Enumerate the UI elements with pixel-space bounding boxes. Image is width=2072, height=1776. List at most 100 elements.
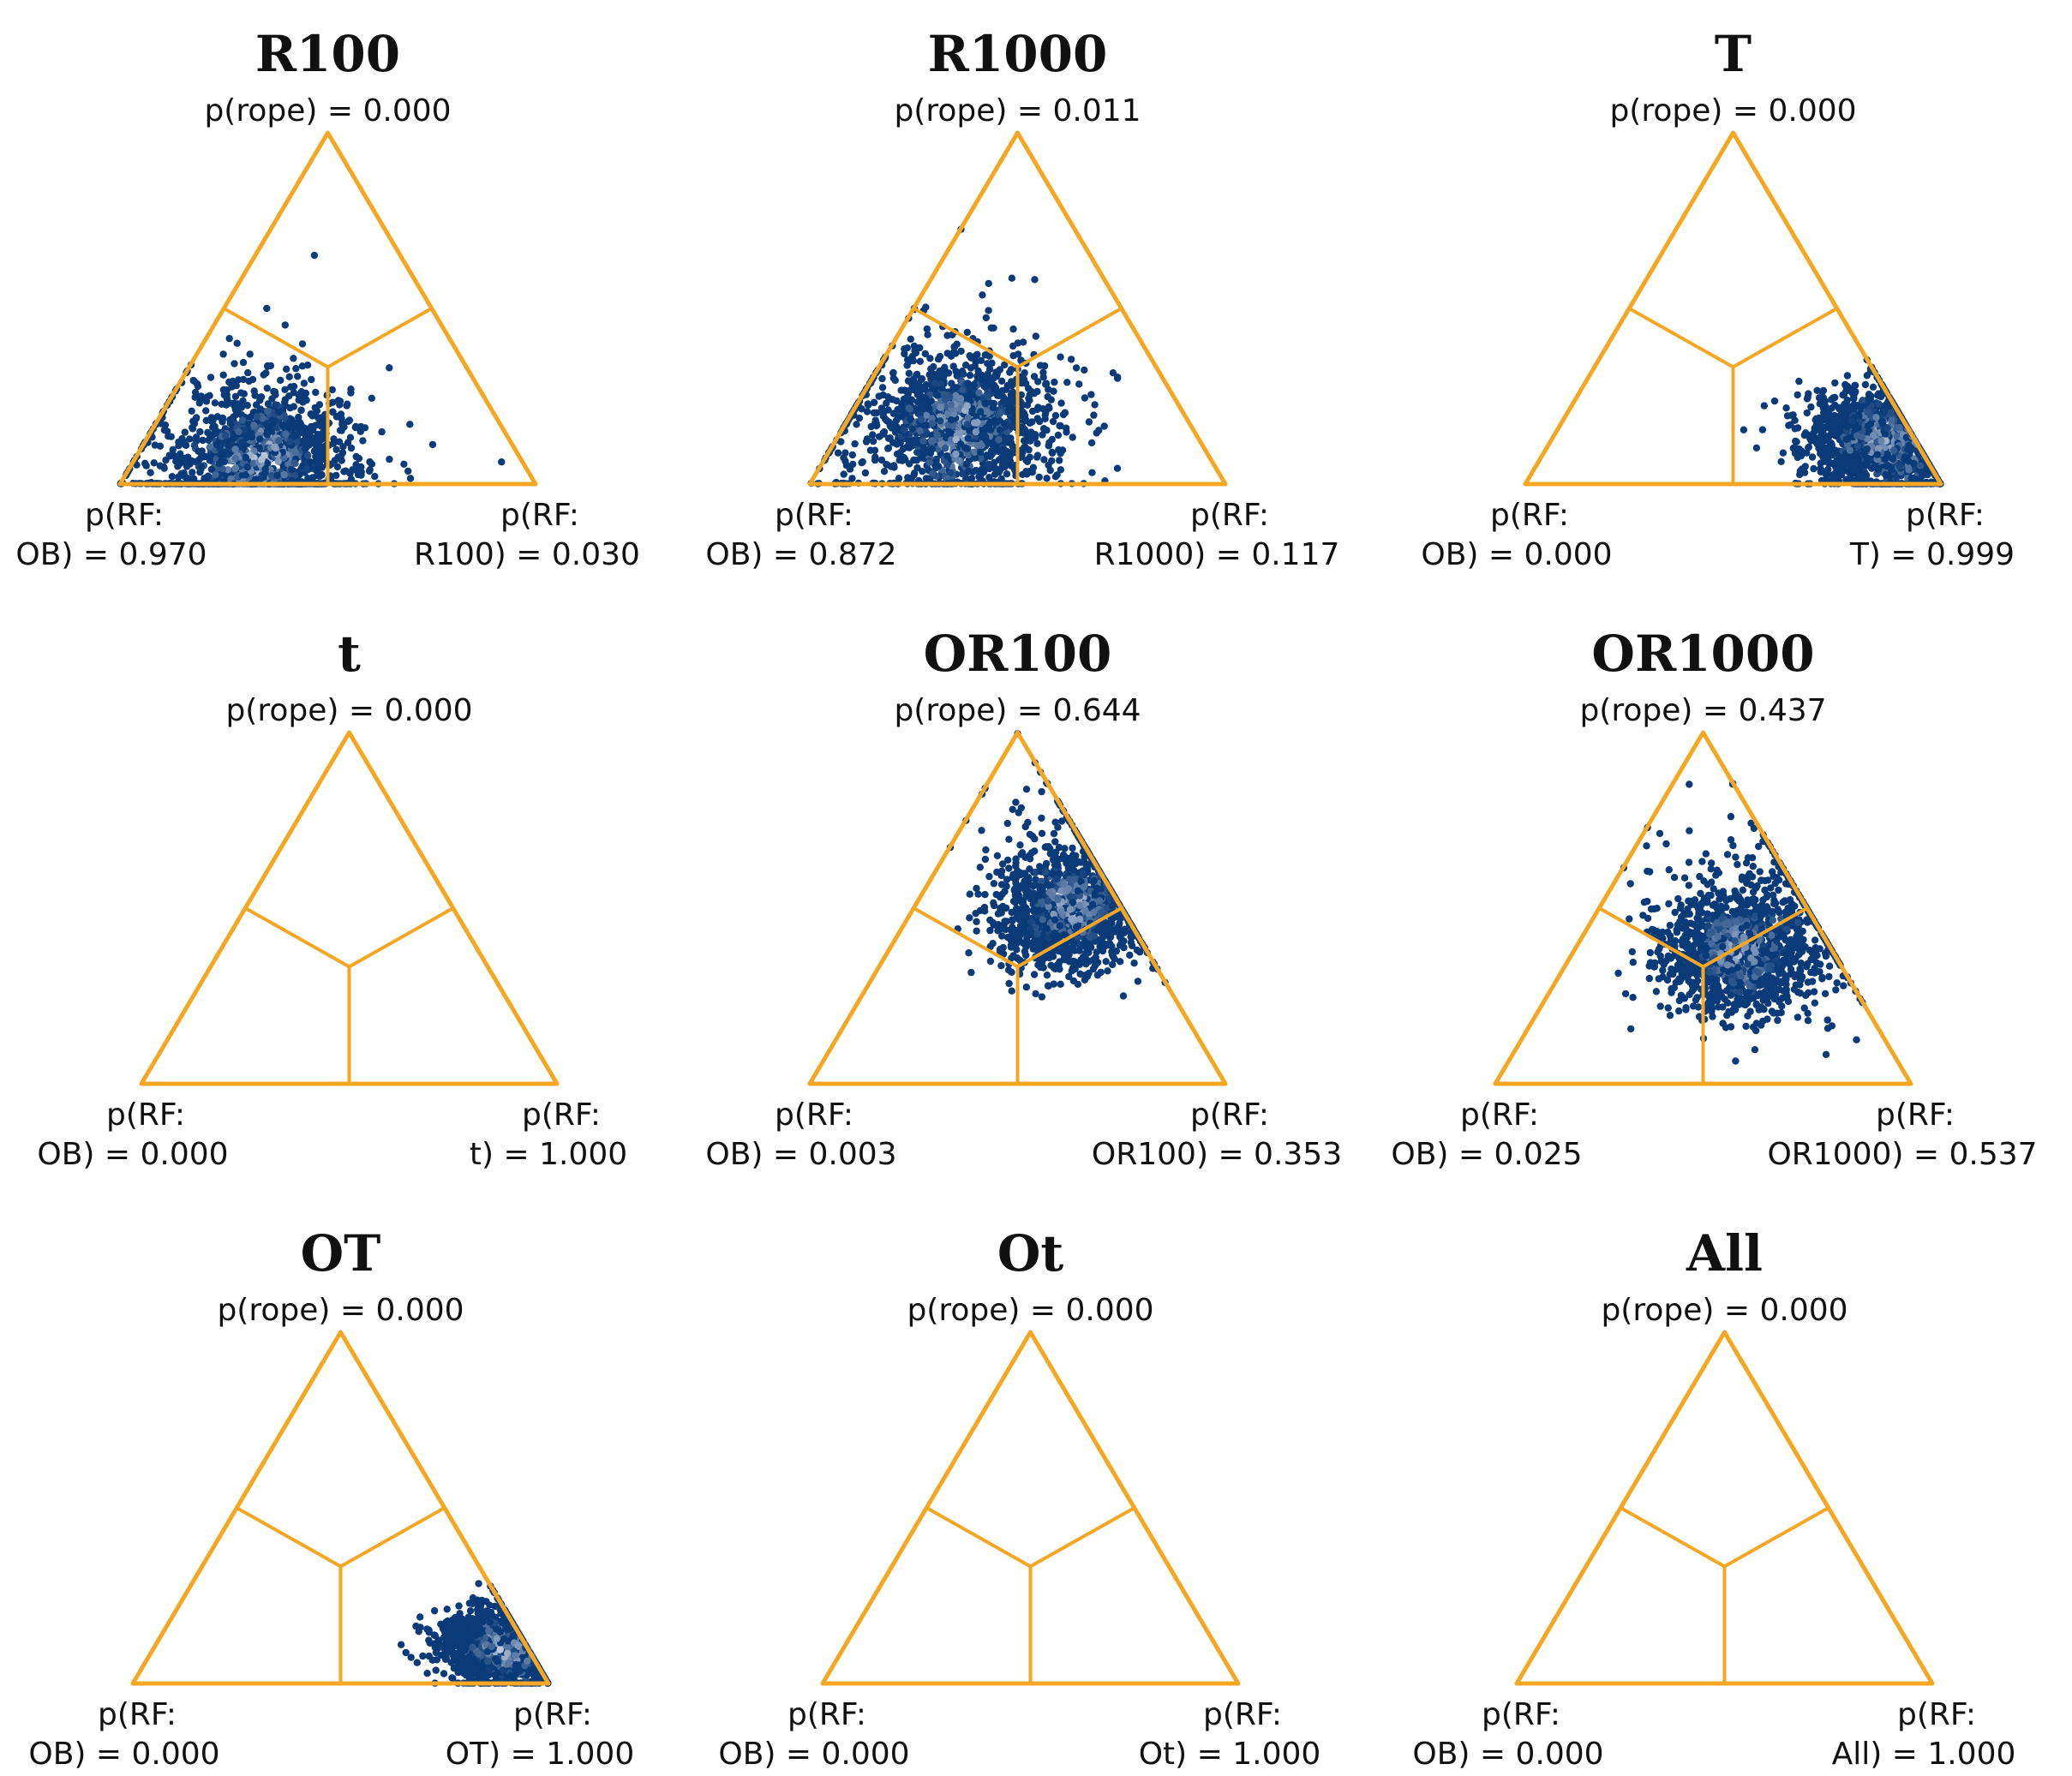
posterior-samples — [117, 251, 506, 487]
sample-point — [1075, 380, 1083, 388]
sample-point — [182, 441, 190, 449]
sample-point — [1823, 437, 1831, 445]
sample-point — [972, 428, 980, 436]
sample-point — [1823, 450, 1830, 458]
sample-point — [366, 466, 374, 474]
sample-point — [885, 418, 893, 426]
sample-point — [995, 392, 1003, 399]
sample-point — [1820, 457, 1828, 465]
sample-point — [963, 421, 972, 428]
sample-point — [978, 827, 985, 834]
sample-point — [231, 445, 239, 453]
method-probability-label: p(RF: — [1190, 498, 1269, 533]
sample-point — [930, 362, 937, 371]
sample-point — [911, 380, 919, 389]
sample-point — [1009, 352, 1017, 360]
method-probability-label: p(RF: — [1906, 498, 1985, 533]
sample-point — [976, 864, 985, 871]
sample-point — [304, 451, 312, 459]
sample-point — [1087, 439, 1096, 447]
sample-point — [889, 374, 898, 382]
sample-point — [1051, 378, 1058, 386]
sample-point — [1029, 463, 1038, 471]
sample-point — [884, 406, 892, 414]
sample-point — [196, 428, 204, 436]
sample-point — [250, 422, 258, 429]
sample-point — [1022, 984, 1031, 991]
sample-point — [905, 369, 913, 377]
sample-point — [205, 436, 213, 444]
sample-point — [1057, 353, 1064, 361]
sample-point — [1795, 377, 1803, 386]
sample-point — [1865, 395, 1873, 403]
sample-point — [901, 386, 909, 395]
sample-point — [903, 344, 912, 352]
ob-probability-label: p(RF: — [1490, 498, 1569, 533]
sample-point — [1844, 406, 1853, 414]
sample-point — [234, 376, 243, 384]
sample-point — [1797, 451, 1806, 460]
ob-probability-value: OB) = 0.872 — [705, 537, 896, 572]
sample-point — [1843, 396, 1851, 404]
sample-point — [1091, 401, 1099, 409]
sample-point — [991, 385, 998, 393]
sample-point — [870, 409, 878, 417]
sample-point — [1888, 416, 1895, 424]
sample-point — [1102, 958, 1110, 966]
sample-point — [315, 459, 324, 467]
sample-point — [957, 347, 965, 356]
sample-point — [1866, 420, 1875, 428]
sample-point — [177, 469, 185, 478]
sample-point — [1067, 356, 1075, 363]
sample-point — [1030, 373, 1039, 380]
sample-point — [1810, 464, 1817, 473]
sample-point — [1093, 429, 1100, 437]
sample-point — [1805, 444, 1812, 451]
sample-point — [231, 360, 238, 368]
sample-point — [298, 340, 307, 348]
sample-point — [1009, 325, 1017, 333]
sample-point — [1040, 456, 1048, 463]
sample-point — [319, 448, 327, 456]
sample-point — [1791, 443, 1799, 451]
sample-point — [1883, 451, 1891, 458]
sample-point — [1081, 366, 1088, 374]
sample-point — [1050, 829, 1058, 838]
sample-point — [943, 350, 951, 357]
panel-title: R1000 — [928, 25, 1108, 83]
sample-point — [984, 360, 991, 368]
sample-point — [991, 458, 998, 466]
sample-point — [898, 401, 906, 409]
sample-point — [260, 371, 267, 379]
sample-point — [875, 392, 883, 400]
sample-point — [1834, 419, 1841, 427]
sample-point — [1032, 332, 1040, 340]
ob-probability-label: p(RF: — [106, 1097, 185, 1133]
sample-point — [976, 448, 985, 456]
sample-point — [962, 460, 971, 468]
sample-point — [1005, 835, 1013, 843]
sample-point — [202, 416, 210, 424]
region-divider — [348, 906, 454, 969]
sample-point — [978, 465, 985, 474]
rope-probability-label: p(rope) = 0.000 — [225, 693, 472, 728]
sample-point — [931, 380, 939, 387]
sample-point — [879, 412, 888, 420]
sample-point — [428, 440, 437, 449]
sample-point — [1907, 474, 1915, 482]
sample-point — [335, 438, 344, 445]
sample-point — [910, 469, 919, 477]
sample-point — [922, 303, 930, 311]
sample-point — [1085, 418, 1093, 426]
sample-point — [970, 380, 978, 389]
sample-point — [1047, 396, 1056, 404]
sample-point — [317, 422, 326, 430]
sample-point — [213, 441, 221, 449]
region-divider — [1628, 307, 1734, 369]
sample-point — [955, 457, 963, 464]
sample-point — [1877, 437, 1885, 445]
sample-point — [853, 421, 860, 428]
sample-point — [264, 407, 272, 416]
sample-point — [406, 475, 415, 482]
